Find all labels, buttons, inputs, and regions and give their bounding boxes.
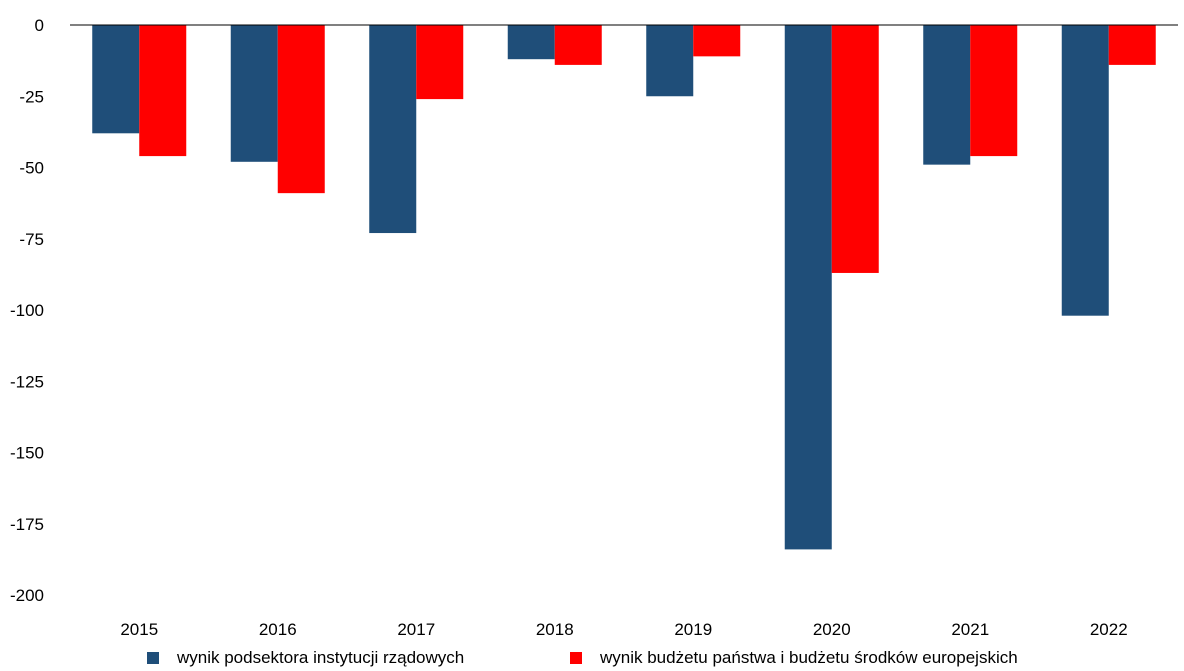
- x-axis-categories: 2015 2016 2017 2018 2019 2020 2021 2022: [120, 620, 1127, 639]
- y-tick-label: -200: [10, 586, 44, 605]
- y-tick-label: 0: [35, 16, 44, 35]
- y-tick-label: -25: [19, 87, 44, 106]
- bar-series-2-2016: [277, 25, 325, 194]
- bar-series-2-2019: [693, 25, 741, 57]
- y-tick-label: -75: [19, 230, 44, 249]
- bar-series-2-2017: [416, 25, 464, 100]
- bar-series-1-2021: [923, 25, 971, 165]
- bar-series-1-2022: [1061, 25, 1109, 316]
- x-category-label: 2016: [259, 620, 297, 639]
- legend-swatch-series-2: [570, 652, 582, 664]
- legend: wynik podsektora instytucji rządowych wy…: [0, 648, 1184, 670]
- x-category-label: 2022: [1090, 620, 1128, 639]
- legend-label-series-2: wynik budżetu państwa i budżetu środków …: [600, 648, 1018, 667]
- legend-swatch-series-1: [147, 652, 159, 664]
- bar-series-2-2020: [831, 25, 879, 273]
- y-tick-label: -100: [10, 301, 44, 320]
- bar-series-1-2016: [230, 25, 278, 162]
- y-axis-ticks: 0 -25 -50 -75 -100 -125 -150 -175 -200: [10, 16, 44, 605]
- bar-series-1-2015: [92, 25, 140, 134]
- bar-series-2-2015: [139, 25, 187, 157]
- x-category-label: 2021: [951, 620, 989, 639]
- bar-series-2-2018: [554, 25, 602, 65]
- y-tick-label: -150: [10, 444, 44, 463]
- x-category-label: 2018: [536, 620, 574, 639]
- y-tick-label: -125: [10, 372, 44, 391]
- y-tick-label: -50: [19, 159, 44, 178]
- legend-item-series-2: wynik budżetu państwa i budżetu środków …: [570, 648, 1018, 668]
- bar-series-1-2019: [646, 25, 694, 97]
- bar-series-1-2018: [507, 25, 555, 60]
- x-category-label: 2015: [120, 620, 158, 639]
- y-tick-label: -175: [10, 515, 44, 534]
- bars: [92, 25, 1156, 550]
- legend-item-series-1: wynik podsektora instytucji rządowych: [147, 648, 464, 668]
- legend-label-series-1: wynik podsektora instytucji rządowych: [177, 648, 465, 667]
- chart-plot: 0-25-50-75-100-125-150-175-200 2015 2016 2…: [10, 16, 1178, 639]
- bar-series-1-2020: [784, 25, 832, 550]
- bar-series-1-2017: [369, 25, 417, 234]
- x-category-label: 2020: [813, 620, 851, 639]
- x-category-label: 2019: [674, 620, 712, 639]
- x-category-label: 2017: [397, 620, 435, 639]
- bar-series-2-2022: [1108, 25, 1156, 65]
- bar-series-2-2021: [970, 25, 1018, 157]
